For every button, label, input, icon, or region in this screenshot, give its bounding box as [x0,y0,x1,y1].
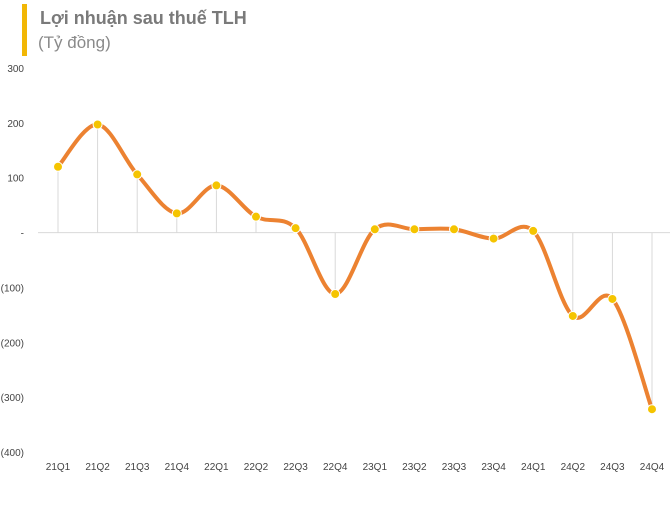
x-tick-label: 22Q4 [323,462,348,473]
data-point [330,289,341,300]
series-line [56,122,654,412]
data-point [251,211,261,222]
data-point [369,224,380,235]
data-point [211,180,222,191]
data-point [488,233,499,244]
chart-title: Lợi nhuận sau thuế TLH [40,8,247,28]
x-tick-label: 23Q1 [363,462,388,473]
title-accent-bar [22,4,27,56]
x-tick-label: 22Q3 [283,462,308,473]
y-tick-label: - [21,229,24,240]
data-point [171,208,182,219]
y-tick-label: 300 [7,64,24,75]
x-tick-label: 21Q4 [165,462,190,473]
x-tick-label: 21Q1 [46,462,71,473]
y-tick-label: 100 [7,174,24,185]
data-point [290,223,301,234]
data-point [53,161,63,172]
y-tick-label: (300) [1,393,24,404]
y-tick-label: (200) [1,338,24,349]
x-tick-label: 24Q2 [561,462,586,473]
data-point [132,169,143,180]
data-point [92,119,103,130]
y-tick-label: (100) [1,283,24,294]
data-point [567,310,578,321]
x-tick-label: 24Q1 [521,462,546,473]
x-tick-label: 22Q2 [244,462,269,473]
x-tick-label: 23Q3 [442,462,467,473]
data-point [647,404,657,415]
x-tick-label: 21Q3 [125,462,150,473]
chart-subtitle: (Tỷ đồng) [38,33,111,52]
x-tick-label: 23Q2 [402,462,427,473]
data-point [449,224,459,235]
y-tick-label: 200 [7,119,24,130]
x-tick-label: 23Q4 [481,462,506,473]
x-tick-label: 21Q2 [85,462,110,473]
x-tick-label: 24Q3 [600,462,625,473]
y-tick-label: (400) [1,448,24,459]
x-tick-label: 22Q1 [204,462,229,473]
x-tick-label: 24Q4 [640,462,665,473]
data-point [607,293,618,304]
data-point [409,224,420,235]
data-point [528,225,539,236]
